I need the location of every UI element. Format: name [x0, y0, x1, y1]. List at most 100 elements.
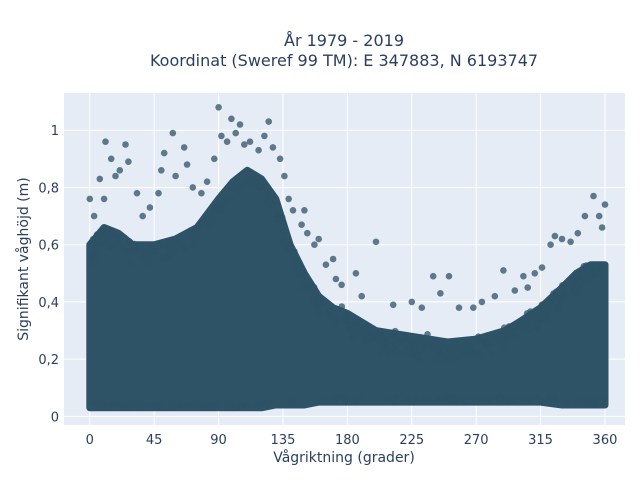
scatter-point — [545, 299, 553, 307]
scatter-point — [417, 342, 425, 350]
x-axis-label: Vågriktning (grader) — [273, 449, 415, 466]
scatter-point — [590, 192, 597, 200]
scatter-point — [407, 343, 415, 350]
scatter-point — [198, 220, 205, 227]
scatter-point — [245, 178, 252, 185]
scatter-point — [428, 337, 436, 345]
scatter-point — [435, 341, 443, 349]
scatter-point — [474, 348, 482, 356]
scatter-point — [531, 314, 539, 321]
scatter-point — [390, 395, 398, 402]
scatter-point — [310, 284, 318, 291]
scatter-point — [392, 340, 400, 347]
scatter-point — [269, 397, 277, 405]
scatter-point — [478, 298, 486, 306]
scatter-point — [520, 272, 527, 280]
scatter-point — [290, 261, 298, 269]
scatter-point — [601, 201, 609, 208]
scatter-point — [519, 394, 527, 402]
scatter-point — [170, 401, 178, 409]
scatter-point — [599, 266, 606, 274]
y-axis-label: Signifikant våghöjd (m) — [15, 177, 32, 340]
scatter-point — [146, 257, 154, 265]
scatter-point — [236, 189, 243, 196]
scatter-point — [534, 393, 542, 401]
scatter-point — [533, 319, 541, 327]
scatter-point — [284, 238, 292, 245]
scatter-point — [417, 334, 425, 341]
scatter-point — [264, 400, 272, 407]
x-tick-label: 90 — [210, 433, 227, 448]
scatter-point — [213, 400, 220, 408]
scatter-point — [601, 396, 609, 403]
scatter-point — [315, 235, 323, 243]
scatter-point — [437, 290, 444, 297]
scatter-point — [211, 155, 218, 163]
scatter-point — [133, 189, 141, 197]
scatter-point — [567, 238, 574, 246]
scatter-point — [230, 404, 237, 412]
scatter-point — [269, 144, 277, 151]
scatter-point — [279, 236, 286, 244]
scatter-point — [298, 279, 306, 287]
scatter-point — [266, 197, 273, 204]
scatter-points — [86, 104, 609, 412]
scatter-point — [189, 184, 197, 191]
scatter-point — [377, 342, 385, 350]
scatter-point — [362, 323, 370, 330]
scatter-point — [228, 115, 235, 123]
scatter-point — [203, 178, 211, 185]
scatter-point — [497, 394, 504, 402]
scatter-point — [256, 183, 264, 191]
scatter-point — [92, 254, 99, 262]
scatter-point — [357, 331, 365, 339]
scatter-point — [505, 323, 513, 330]
chart-subtitle: Koordinat (Sweref 99 TM): E 347883, N 61… — [150, 51, 538, 70]
scatter-point — [194, 234, 202, 242]
scatter-point — [168, 236, 175, 244]
scatter-point — [89, 236, 97, 243]
scatter-point — [435, 348, 442, 355]
scatter-point — [276, 155, 284, 163]
scatter-point — [423, 342, 431, 350]
scatter-point — [332, 275, 340, 283]
scatter-point — [598, 224, 606, 231]
scatter-point — [255, 146, 262, 154]
scatter-point — [289, 207, 297, 214]
scatter-point — [494, 340, 502, 347]
x-tick-label: 45 — [146, 433, 163, 448]
scatter-point — [574, 229, 582, 237]
scatter-point — [87, 250, 94, 258]
scatter-point — [301, 207, 308, 214]
scatter-point — [254, 403, 262, 410]
scatter-point — [169, 129, 177, 137]
y-tick-label: 1 — [51, 124, 59, 139]
scatter-point — [499, 347, 506, 354]
scatter-point — [486, 397, 493, 404]
scatter-point — [94, 400, 101, 407]
scatter-point — [352, 270, 360, 277]
scatter-point — [547, 241, 554, 248]
scatter-point — [261, 132, 268, 140]
scatter-point — [241, 141, 248, 148]
scatter-point — [278, 227, 285, 235]
scatter-point — [579, 271, 586, 278]
scatter-point — [205, 214, 213, 221]
scatter-point — [479, 396, 486, 404]
x-tick-label: 315 — [528, 433, 553, 448]
scatter-point — [218, 132, 225, 140]
scatter-point — [102, 138, 109, 145]
y-tick-label: 0,4 — [38, 296, 59, 311]
scatter-point — [491, 292, 499, 300]
scatter-point — [113, 239, 121, 247]
y-tick-label: 0,6 — [38, 239, 59, 254]
scatter-point — [538, 264, 546, 271]
scatter-point — [103, 403, 111, 411]
scatter-point — [338, 281, 345, 289]
scatter-point — [432, 356, 440, 364]
scatter-point — [509, 334, 516, 342]
scatter-point — [531, 270, 539, 277]
scatter-point — [488, 350, 496, 357]
scatter-point — [103, 230, 111, 237]
scatter-point — [86, 195, 94, 203]
